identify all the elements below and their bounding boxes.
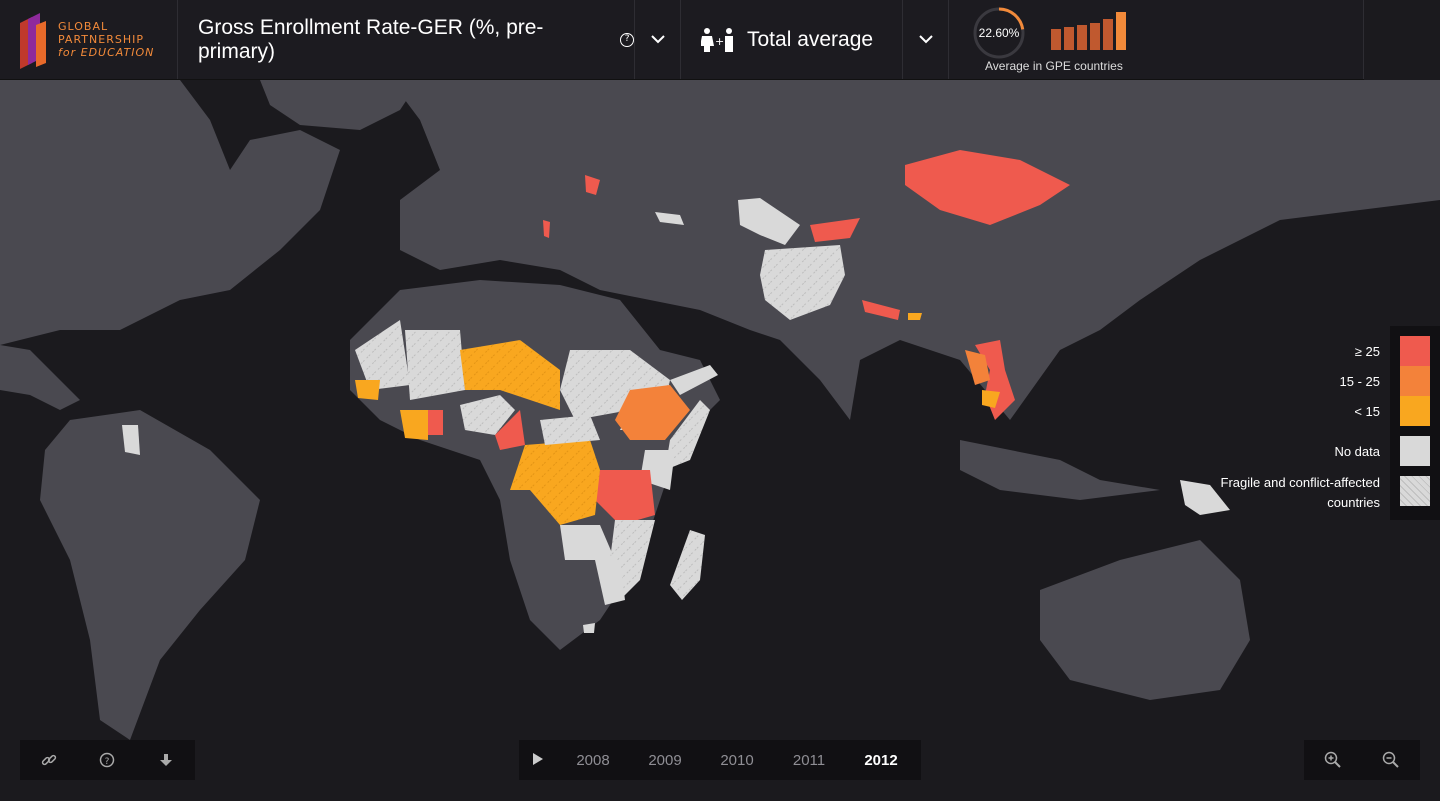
niger[interactable]	[460, 340, 560, 410]
mongolia[interactable]	[905, 150, 1070, 225]
trend-bar	[1064, 26, 1074, 50]
central-america[interactable]	[0, 345, 80, 410]
lesotho[interactable]	[583, 623, 595, 633]
average-caption: Average in GPE countries	[985, 59, 1123, 73]
legend-item[interactable]: < 15	[1182, 396, 1440, 426]
timeline-year[interactable]: 2010	[720, 751, 754, 769]
play-icon	[533, 752, 543, 765]
gender-selector[interactable]: + Total average	[681, 0, 903, 79]
svg-text:+: +	[715, 35, 724, 48]
link-icon[interactable]	[39, 750, 59, 770]
afghanistan[interactable]	[760, 245, 845, 320]
chevron-down-icon	[918, 35, 933, 44]
indicator-selector[interactable]: Gross Enrollment Rate-GER (%, pre-primar…	[178, 0, 635, 79]
legend-item[interactable]: 15 - 25	[1182, 366, 1440, 396]
bhutan[interactable]	[908, 313, 922, 320]
average-value: 22.60%	[978, 25, 1020, 40]
gpe-logo[interactable]: GLOBAL PARTNERSHIP for EDUCATION	[0, 0, 178, 79]
guyana[interactable]	[122, 425, 140, 455]
mali[interactable]	[405, 330, 465, 400]
legend-item[interactable]: No data	[1182, 436, 1440, 466]
book-logo-icon	[20, 12, 46, 69]
kyrgyzstan[interactable]	[810, 218, 860, 242]
georgia[interactable]	[655, 212, 684, 225]
legend-label: Fragile and conflict-affected countries	[1220, 475, 1380, 510]
trend-bars	[1051, 10, 1129, 50]
australia[interactable]	[1040, 540, 1250, 700]
legend-swatch	[1400, 396, 1430, 426]
gender-icon: +	[701, 27, 733, 52]
timeline-year[interactable]: 2009	[648, 751, 682, 769]
albania[interactable]	[543, 220, 550, 238]
nigeria[interactable]	[460, 395, 515, 435]
indicator-label: Gross Enrollment Rate-GER (%, pre-primar…	[198, 15, 544, 63]
trend-bar	[1116, 11, 1126, 50]
zimbabwe[interactable]	[595, 560, 625, 605]
svg-text:?: ?	[105, 757, 110, 767]
trend-bar	[1051, 28, 1061, 50]
tanzania[interactable]	[595, 470, 655, 525]
legend-swatch	[1400, 366, 1430, 396]
zoom-panel	[1304, 740, 1420, 780]
timeline: 2008 2009 2010 2011 2012	[519, 740, 921, 780]
madagascar[interactable]	[670, 530, 705, 600]
greenland[interactable]	[260, 80, 420, 130]
play-button[interactable]	[519, 752, 557, 768]
tools-panel: ?	[20, 740, 195, 780]
help-icon[interactable]: ?	[620, 32, 634, 47]
ghana[interactable]	[428, 410, 443, 435]
indonesia[interactable]	[960, 440, 1160, 500]
legend-swatch	[1400, 336, 1430, 366]
timeline-year[interactable]: 2012	[864, 751, 898, 769]
average-donut: 22.60%	[971, 5, 1027, 61]
legend-item[interactable]: Fragile and conflict-affected countries	[1182, 475, 1440, 510]
zambia[interactable]	[560, 525, 615, 560]
legend-label: < 15	[1354, 404, 1380, 419]
chevron-down-icon	[650, 35, 665, 44]
indicator-dropdown-button[interactable]	[635, 0, 681, 79]
drc[interactable]	[510, 440, 600, 525]
legend-label: ≥ 25	[1354, 344, 1380, 359]
chad[interactable]	[560, 350, 630, 420]
timeline-year[interactable]: 2011	[792, 751, 826, 769]
eurasia[interactable]	[390, 80, 1440, 420]
trend-bar	[1090, 22, 1100, 50]
senegal[interactable]	[355, 380, 380, 400]
uzbekistan[interactable]	[738, 198, 800, 245]
cameroon[interactable]	[495, 410, 525, 450]
trend-bar	[1103, 19, 1113, 50]
mauritania[interactable]	[355, 320, 410, 390]
average-panel: 22.60% Average in GPE countries	[949, 0, 1364, 79]
cote-d-ivoire[interactable]	[400, 410, 428, 440]
legend-swatch	[1400, 476, 1430, 506]
top-bar: GLOBAL PARTNERSHIP for EDUCATION Gross E…	[0, 0, 1364, 80]
download-icon[interactable]	[156, 750, 176, 770]
laos[interactable]	[965, 350, 990, 385]
moldova[interactable]	[585, 175, 600, 195]
south-america[interactable]	[40, 410, 260, 740]
legend-label: 15 - 25	[1339, 374, 1380, 389]
logo-text: GLOBAL PARTNERSHIP for EDUCATION	[58, 20, 155, 59]
timeline-year[interactable]: 2008	[576, 751, 610, 769]
zoom-out-icon[interactable]	[1381, 750, 1401, 770]
cambodia[interactable]	[982, 390, 1000, 408]
papua-new-guinea[interactable]	[1180, 480, 1230, 515]
zoom-in-icon[interactable]	[1323, 750, 1343, 770]
ethiopia[interactable]	[615, 385, 690, 440]
yemen[interactable]	[670, 365, 718, 395]
legend-swatch	[1400, 436, 1430, 466]
legend-item[interactable]: ≥ 25	[1182, 336, 1440, 366]
legend-label: No data	[1334, 444, 1380, 459]
help-icon[interactable]: ?	[97, 750, 117, 770]
nepal[interactable]	[862, 300, 900, 320]
gender-label: Total average	[747, 27, 874, 51]
trend-bar	[1077, 24, 1087, 50]
somalia[interactable]	[665, 400, 710, 470]
car[interactable]	[540, 415, 600, 445]
north-america[interactable]	[0, 80, 340, 345]
gender-dropdown-button[interactable]	[903, 0, 949, 79]
